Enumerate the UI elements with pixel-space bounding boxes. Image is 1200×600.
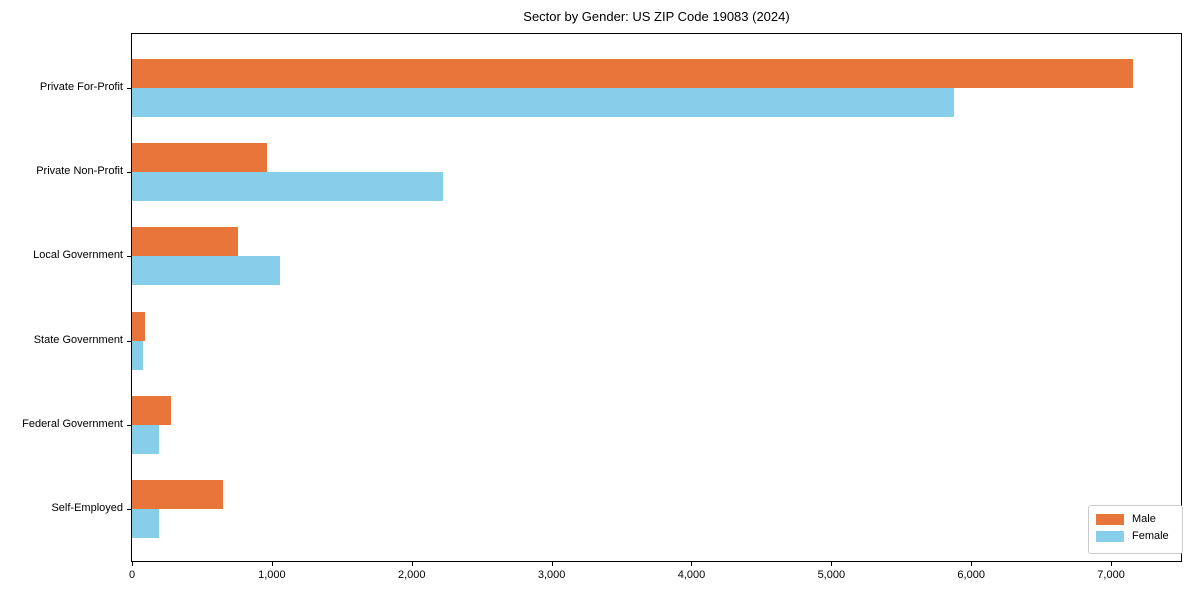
- x-tick-mark: [132, 562, 133, 566]
- legend-entry-male: Male: [1096, 513, 1174, 525]
- x-axis-label-3-000: 3,000: [537, 569, 566, 581]
- y-tick-mark: [127, 172, 131, 174]
- x-axis-label-2-000: 2,000: [397, 569, 426, 581]
- legend-swatch-female-icon: [1096, 530, 1124, 542]
- x-tick-mark: [1111, 562, 1113, 566]
- plot-area: [131, 33, 1182, 562]
- y-tick-mark: [127, 256, 131, 258]
- y-tick-mark: [127, 340, 131, 342]
- y-tick-mark: [127, 424, 131, 426]
- bar-male-private-for-profit: [132, 59, 1133, 88]
- legend-entry-female: Female: [1096, 530, 1174, 542]
- x-axis-label-6-000: 6,000: [957, 569, 985, 581]
- bar-male-local-government: [132, 227, 238, 257]
- bar-female-federal-government: [132, 424, 159, 454]
- bar-female-self-employed: [132, 509, 159, 538]
- bar-female-local-government: [132, 256, 280, 286]
- x-tick-mark: [971, 562, 973, 566]
- bar-male-federal-government: [132, 395, 171, 425]
- y-axis-label-federal-government: Federal Government: [22, 417, 123, 430]
- x-tick-mark: [271, 562, 273, 566]
- y-axis-label-self-employed: Self-Employed: [51, 502, 123, 514]
- legend: Male Female: [1088, 505, 1183, 554]
- legend-label-female: Female: [1132, 530, 1169, 542]
- y-tick-mark: [127, 88, 131, 89]
- bar-female-private-for-profit: [132, 88, 954, 117]
- x-tick-mark: [411, 562, 413, 566]
- chart-title: Sector by Gender: US ZIP Code 19083 (202…: [523, 9, 790, 24]
- y-axis-label-private-for-profit: Private For-Profit: [39, 81, 123, 93]
- x-axis-label-4-000: 4,000: [677, 569, 706, 581]
- bar-male-self-employed: [132, 480, 223, 509]
- x-tick-mark: [691, 562, 693, 566]
- bar-male-state-government: [132, 311, 145, 341]
- y-axis-label-private-non-profit: Private Non-Profit: [36, 165, 123, 178]
- y-axis-label-local-government: Local Government: [33, 249, 123, 262]
- y-axis-label-state-government: State Government: [33, 333, 123, 346]
- legend-swatch-male-icon: [1096, 513, 1124, 525]
- x-tick-mark: [831, 562, 833, 566]
- bar-female-state-government: [132, 340, 143, 370]
- legend-label-male: Male: [1132, 513, 1156, 525]
- y-tick-mark: [127, 509, 131, 510]
- x-tick-mark: [551, 562, 553, 566]
- x-axis-label-0: 0: [128, 569, 136, 581]
- x-axis-label-5-000: 5,000: [817, 569, 846, 581]
- x-axis-label-7-000: 7,000: [1097, 569, 1125, 581]
- x-axis-label-1-000: 1,000: [258, 569, 286, 581]
- bar-male-private-non-profit: [132, 143, 267, 173]
- bar-female-private-non-profit: [132, 172, 443, 202]
